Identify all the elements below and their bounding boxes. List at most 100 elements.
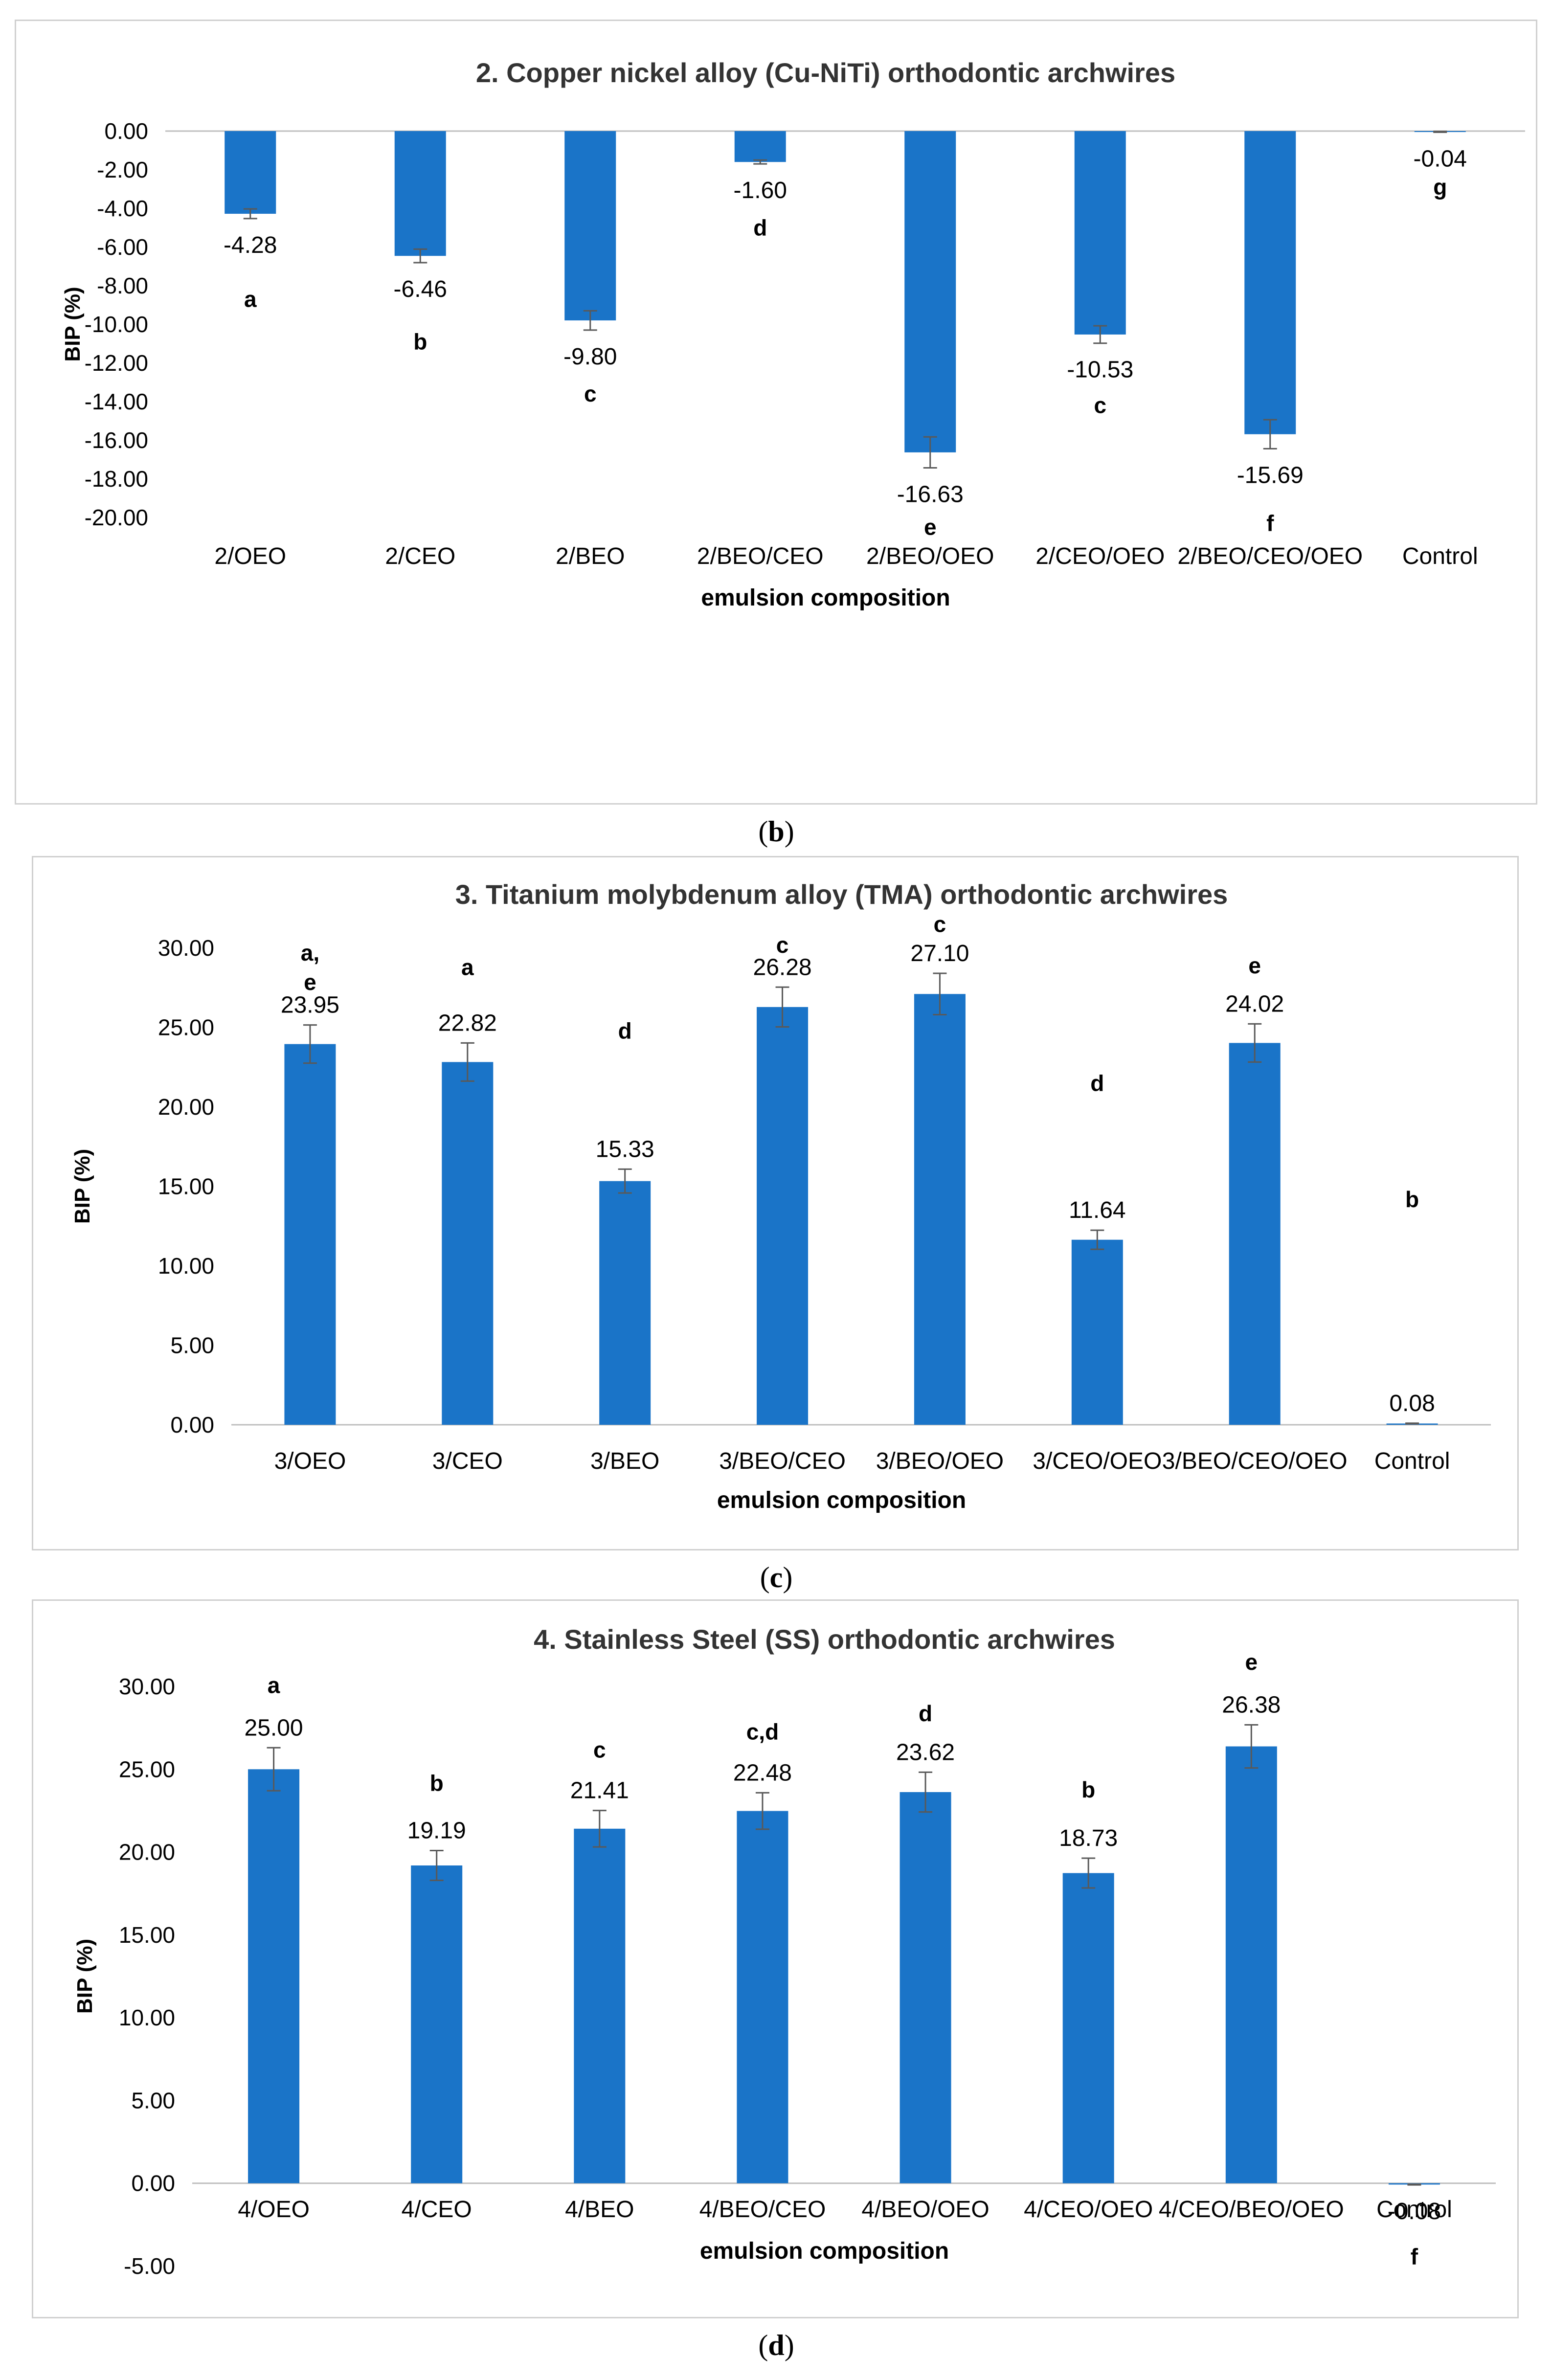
bar [574, 1828, 626, 2183]
data-label: 24.02 [1225, 991, 1284, 1017]
caption-letter: b [768, 815, 785, 848]
x-tick-label: 2/CEO [385, 543, 455, 569]
significance-letter: e [1245, 1649, 1258, 1675]
significance-letter: d [1090, 1071, 1104, 1096]
data-label: 22.48 [733, 1760, 792, 1786]
data-label: 27.10 [910, 941, 969, 966]
y-tick-label: 25.00 [119, 1756, 175, 1782]
y-tick-label: 30.00 [158, 935, 214, 961]
x-axis-label: emulsion composition [701, 585, 950, 611]
y-tick-label: 5.00 [131, 2088, 175, 2113]
data-label: 23.95 [281, 992, 339, 1018]
chart-panel-d: 4. Stainless Steel (SS) orthodontic arch… [32, 1599, 1519, 2318]
significance-letter: b [1081, 1777, 1095, 1802]
data-label: -15.69 [1237, 462, 1304, 488]
data-label: 11.64 [1069, 1197, 1126, 1223]
x-tick-label: 2/BEO [556, 543, 625, 569]
bar-chart-copper-nickel: 2. Copper nickel alloy (Cu-NiTi) orthodo… [61, 57, 1525, 611]
bar [1062, 1873, 1114, 2183]
significance-letter: b [413, 329, 427, 354]
data-label: -10.53 [1067, 357, 1133, 383]
data-label: 25.00 [245, 1715, 303, 1741]
figure-caption-b: (b) [758, 815, 794, 848]
y-tick-label: -18.00 [85, 466, 148, 492]
x-tick-label: 3/OEO [274, 1448, 346, 1474]
chart-panel-b: 2. Copper nickel alloy (Cu-NiTi) orthodo… [15, 20, 1537, 805]
x-axis-label: emulsion composition [717, 1487, 966, 1513]
data-label: -16.63 [897, 481, 964, 507]
figure-caption-d: (d) [758, 2329, 794, 2361]
x-tick-label: 2/BEO/OEO [866, 543, 994, 569]
x-tick-label: Control [1402, 543, 1478, 569]
data-label: -1.60 [734, 178, 787, 203]
x-axis-label: emulsion composition [700, 2238, 949, 2264]
x-tick-label: 3/CEO [432, 1448, 503, 1474]
y-tick-label: 25.00 [158, 1015, 214, 1040]
significance-letter: c,d [746, 1719, 779, 1744]
significance-letter: f [1266, 511, 1274, 536]
bar [734, 131, 786, 162]
x-tick-label: Control [1376, 2197, 1452, 2223]
data-label: 18.73 [1059, 1825, 1118, 1851]
significance-letter: d [753, 215, 767, 240]
data-label: 23.62 [896, 1739, 955, 1765]
bar [737, 1811, 788, 2183]
bar [248, 1769, 300, 2183]
data-label: -0.08 [1388, 2199, 1441, 2224]
y-tick-label: 0.00 [131, 2171, 175, 2196]
bar [1229, 1043, 1281, 1425]
bar [225, 131, 276, 214]
significance-letter: c [584, 381, 597, 406]
bar [1071, 1239, 1123, 1425]
y-tick-label: -4.00 [97, 196, 148, 221]
chart-title: 2. Copper nickel alloy (Cu-NiTi) orthodo… [476, 57, 1175, 88]
bar [394, 131, 446, 256]
y-tick-label: 5.00 [170, 1333, 214, 1358]
bar [1244, 131, 1296, 434]
significance-letter: c [934, 912, 946, 937]
y-tick-label: 15.00 [158, 1174, 214, 1199]
significance-letter: b [1405, 1187, 1419, 1212]
bar [442, 1062, 494, 1425]
y-tick-label: 0.00 [170, 1412, 214, 1437]
y-tick-label: -16.00 [85, 427, 148, 453]
x-tick-label: 4/OEO [238, 2197, 310, 2223]
y-axis-label: BIP (%) [70, 1149, 94, 1224]
data-label: 26.28 [753, 954, 812, 980]
bar [564, 131, 616, 321]
bar [599, 1181, 651, 1425]
data-label: 15.33 [596, 1136, 654, 1162]
bar [757, 1007, 809, 1425]
significance-letter: a [244, 286, 257, 312]
y-tick-label: 10.00 [158, 1253, 214, 1279]
y-tick-label: -8.00 [97, 273, 148, 298]
y-tick-label: -12.00 [85, 350, 148, 376]
x-tick-label: 3/BEO/OEO [876, 1448, 1004, 1474]
x-tick-label: 4/CEO [402, 2197, 472, 2223]
x-tick-label: 4/BEO/CEO [699, 2197, 826, 2223]
y-tick-label: 20.00 [158, 1094, 214, 1120]
significance-letter: g [1433, 174, 1447, 200]
significance-letter: d [919, 1701, 932, 1726]
x-tick-label: Control [1374, 1448, 1450, 1474]
data-label: 19.19 [407, 1818, 466, 1844]
chart-title: 4. Stainless Steel (SS) orthodontic arch… [534, 1624, 1115, 1655]
y-tick-label: -2.00 [97, 157, 148, 182]
significance-letter: e [1248, 953, 1261, 978]
y-tick-label: 15.00 [119, 1922, 175, 1948]
significance-letter: c [1094, 393, 1106, 418]
bar [284, 1044, 336, 1425]
x-tick-label: 2/BEO/CEO [697, 543, 824, 569]
caption-letter: c [769, 1561, 783, 1594]
y-tick-label: -10.00 [85, 312, 148, 337]
y-tick-label: 10.00 [119, 2005, 175, 2030]
bar-chart-titanium-molybdenum: 3. Titanium molybdenum alloy (TMA) ortho… [70, 879, 1491, 1513]
significance-letter: f [1411, 2244, 1418, 2269]
significance-letter: e [924, 515, 937, 540]
x-tick-label: 2/CEO/OEO [1035, 543, 1165, 569]
significance-letter: c [776, 932, 789, 958]
x-tick-label: 3/CEO/OEO [1033, 1448, 1162, 1474]
x-tick-label: 4/BEO/OEO [861, 2197, 989, 2223]
figure-caption-c: (c) [760, 1561, 793, 1594]
bar [914, 994, 966, 1425]
